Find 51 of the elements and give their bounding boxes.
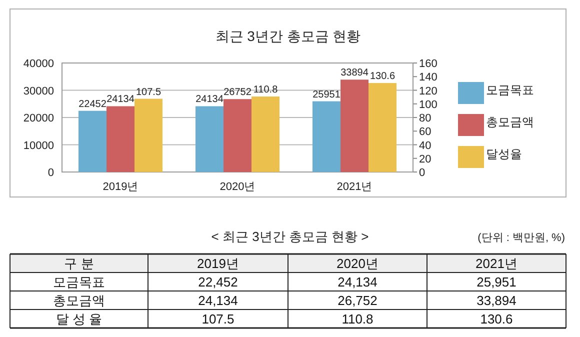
y-tick-label: 30000 — [23, 85, 54, 98]
y2-tick-label: 140 — [419, 72, 438, 84]
y2-tick-label: 0 — [419, 167, 426, 179]
data-label: 130.6 — [480, 312, 513, 326]
y-tick-label: 40000 — [23, 58, 54, 70]
y2-tick-label: 40 — [419, 140, 432, 152]
text: 달 성 율 — [56, 312, 102, 326]
data-label: 24134 — [106, 94, 135, 106]
category-label: 2020년 — [336, 256, 378, 271]
data-label: 33894 — [340, 68, 369, 79]
y-tick-label: 20000 — [23, 112, 54, 124]
bar — [312, 101, 340, 172]
data-label: 25,951 — [476, 274, 516, 290]
y-tick-label: 0 — [48, 167, 54, 179]
legend-label: 모금목표 — [486, 83, 534, 97]
data-label: 24134 — [196, 94, 224, 106]
y2-tick-label: 80 — [419, 112, 432, 124]
y2-tick-label: 60 — [419, 126, 432, 138]
data-label: 22452 — [78, 98, 107, 110]
y2-tick-label: 160 — [419, 58, 438, 70]
x-tick-label: 2019년 — [102, 181, 138, 193]
data-label: 25951 — [312, 89, 341, 100]
category-label: 2021년 — [476, 256, 518, 271]
text: 총모금액 — [53, 293, 105, 308]
chart-title: 최근 3년간 총모금 현황 — [215, 28, 361, 44]
data-label: 107.5 — [136, 86, 162, 98]
data-label: 22,452 — [198, 274, 238, 290]
bar — [196, 106, 224, 172]
x-tick-label: 2021년 — [336, 181, 372, 193]
data-label: 33,894 — [476, 293, 516, 308]
text: < 최근 3년간 총모금 현황 > — [211, 229, 369, 244]
legend-title: 구 분 — [64, 256, 94, 271]
data-label: 26752 — [224, 87, 252, 98]
data-label: 24,134 — [198, 293, 238, 308]
category-label: 2019년 — [197, 256, 239, 271]
legend-label: 달성율 — [486, 147, 522, 161]
data-label: 110.8 — [253, 84, 278, 96]
y2-tick-label: 20 — [419, 153, 432, 166]
y2-tick-label: 120 — [419, 85, 438, 98]
y-tick-label: 10000 — [23, 140, 54, 152]
data-label: 110.8 — [342, 312, 374, 326]
legend-label: 총모금액 — [486, 115, 534, 129]
y2-tick-label: 100 — [419, 98, 438, 111]
data-label: 24,134 — [338, 274, 378, 290]
data-label: 107.5 — [202, 312, 234, 326]
data-label: 130.6 — [370, 71, 396, 82]
text: 모금목표 — [53, 274, 105, 290]
text: (단위 : 백만원, %) — [478, 232, 565, 244]
x-tick-label: 2020년 — [220, 181, 256, 193]
bar — [78, 110, 106, 172]
data-label: 26,752 — [338, 293, 378, 308]
